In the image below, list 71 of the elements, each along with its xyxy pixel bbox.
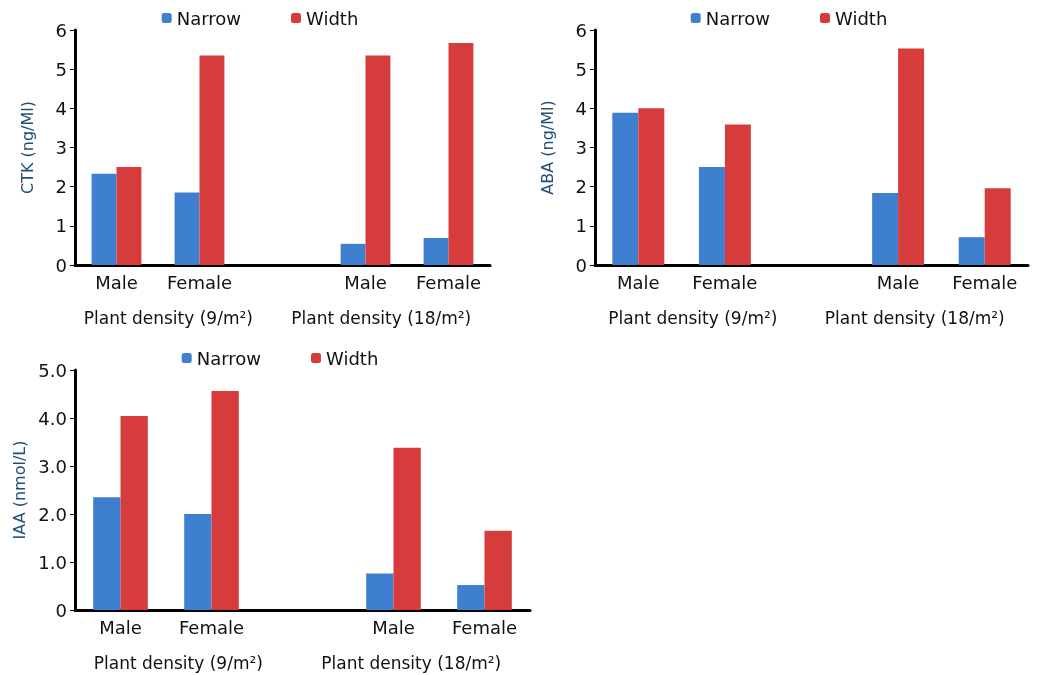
bar: [898, 48, 925, 265]
bar: [93, 497, 121, 610]
text: Plant density (18/m²): [291, 307, 472, 328]
x-tick-label: Female: [952, 271, 1018, 293]
y-axis-title: CTK (ng/Ml): [17, 101, 37, 194]
bar: [91, 173, 117, 265]
bar: [120, 416, 148, 610]
y-axis-title: IAA (nmol/L): [9, 440, 29, 540]
x-tick-label: Female: [178, 616, 245, 638]
x-tick-label: Male: [876, 271, 920, 293]
bar: [340, 243, 366, 265]
y-tick-label: 2.0: [38, 503, 67, 525]
y-tick-label: 6: [575, 19, 587, 41]
y-tick-label: 0: [55, 254, 67, 276]
bar: [366, 573, 394, 610]
y-tick-label: 3.0: [38, 455, 67, 477]
bar: [211, 391, 239, 610]
bar: [612, 112, 639, 265]
bar: [174, 192, 200, 265]
bar: [984, 188, 1011, 265]
x-tick-label: Male: [99, 616, 142, 638]
y-tick-label: 4.0: [38, 407, 67, 429]
bar: [365, 55, 391, 265]
x-tick-label: Female: [451, 616, 518, 638]
legend-label: Width: [306, 7, 359, 29]
y-tick-label: 0: [55, 599, 67, 621]
y-tick-label: 2: [55, 176, 67, 198]
y-axis-title: ABA (ng/Ml): [537, 100, 557, 195]
bar: [423, 237, 449, 265]
text: Plant density (9/m²): [93, 652, 263, 673]
x-tick-label: Female: [166, 271, 233, 293]
text: Plant density (18/m²): [824, 307, 1005, 328]
legend-label: Narrow: [705, 7, 771, 29]
y-tick-label: 1.0: [38, 551, 67, 573]
bar: [393, 447, 421, 610]
bar: [958, 237, 985, 265]
bar: [638, 108, 665, 265]
x-tick-label: Male: [95, 271, 138, 293]
y-tick-label: 2: [575, 176, 587, 198]
bar: [872, 192, 899, 265]
legend-label: Width: [835, 7, 888, 29]
bar: [698, 167, 725, 265]
y-tick-label: 4: [575, 97, 587, 119]
legend-label: Narrow: [176, 7, 242, 29]
text: Plant density (9/m²): [83, 307, 253, 328]
y-tick-label: 0: [575, 254, 587, 276]
y-tick-label: 5: [575, 58, 587, 80]
y-tick-label: 1: [575, 215, 587, 237]
legend-label: Width: [326, 347, 379, 369]
y-tick-label: 5: [55, 58, 67, 80]
bar: [184, 514, 212, 610]
x-tick-label: Female: [692, 271, 758, 293]
x-tick-label: Male: [616, 271, 660, 293]
bar: [484, 530, 512, 610]
y-tick-label: 3: [55, 137, 67, 158]
y-tick-label: 4: [55, 97, 67, 119]
x-tick-label: Male: [372, 616, 415, 638]
y-tick-label: 1: [55, 215, 67, 237]
y-tick-label: 5.0: [38, 359, 67, 381]
bar: [457, 585, 485, 610]
x-tick-label: Male: [344, 271, 387, 293]
legend-label: Narrow: [196, 347, 262, 369]
bar: [448, 42, 474, 265]
text: Plant density (9/m²): [608, 307, 778, 328]
y-tick-label: 6: [55, 19, 67, 41]
bar: [199, 55, 225, 265]
y-tick-label: 3: [575, 137, 587, 158]
bar: [724, 124, 751, 265]
bar: [116, 167, 142, 265]
text: Plant density (18/m²): [321, 652, 502, 673]
x-tick-label: Female: [415, 271, 482, 293]
